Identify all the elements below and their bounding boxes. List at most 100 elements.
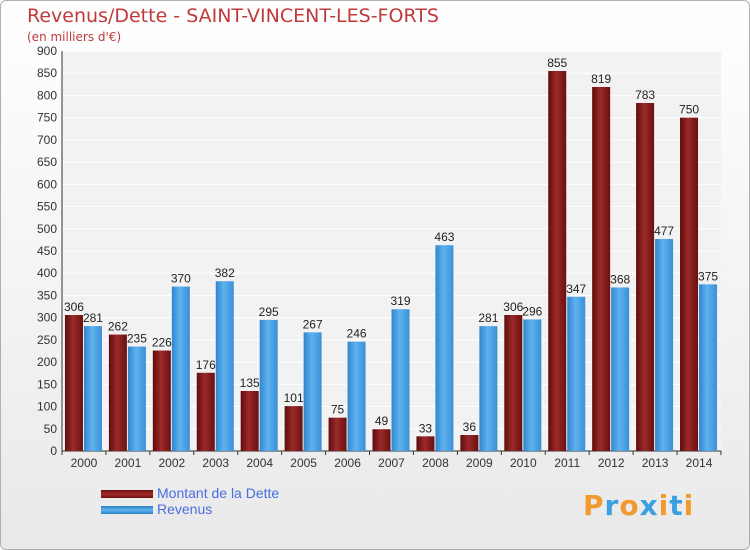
bar-dette xyxy=(152,350,171,451)
data-label-revenus: 370 xyxy=(171,272,191,286)
bar-dette xyxy=(548,71,567,451)
x-tick-label: 2001 xyxy=(115,456,142,470)
x-tick-label: 2007 xyxy=(378,456,405,470)
data-label-revenus: 235 xyxy=(127,332,147,346)
chart-title: Revenus/Dette - SAINT-VINCENT-LES-FORTS xyxy=(27,5,439,27)
logo-letter: P xyxy=(583,489,605,522)
chart-subtitle: (en milliers d'€) xyxy=(27,30,122,44)
y-tick-label: 750 xyxy=(37,111,57,125)
x-tick-label: 2004 xyxy=(246,456,273,470)
data-label-revenus: 281 xyxy=(83,311,103,325)
logo-letter: x xyxy=(639,489,659,522)
y-tick-label: 0 xyxy=(50,444,57,458)
y-tick-label: 150 xyxy=(37,377,57,391)
bar-dette xyxy=(416,436,435,451)
data-label-dette: 262 xyxy=(108,320,128,334)
y-tick-label: 450 xyxy=(37,244,57,258)
data-label-dette: 306 xyxy=(64,300,84,314)
data-label-dette: 33 xyxy=(419,421,433,435)
data-label-revenus: 463 xyxy=(434,230,454,244)
data-label-dette: 306 xyxy=(503,300,523,314)
data-label-revenus: 319 xyxy=(390,294,410,308)
bar-revenus xyxy=(259,319,278,451)
data-label-revenus: 295 xyxy=(259,305,279,319)
data-label-dette: 49 xyxy=(375,414,389,428)
bar-dette xyxy=(64,315,83,451)
bar-dette xyxy=(592,87,611,451)
data-label-revenus: 267 xyxy=(303,317,323,331)
x-tick-label: 2002 xyxy=(158,456,185,470)
bar-revenus xyxy=(347,341,366,451)
x-tick-label: 2014 xyxy=(686,456,713,470)
x-tick-label: 2011 xyxy=(554,456,580,470)
logo-letter: o xyxy=(619,489,640,522)
data-label-revenus: 296 xyxy=(522,304,542,318)
bar-revenus xyxy=(215,281,234,451)
y-tick-label: 650 xyxy=(37,155,57,169)
x-tick-label: 2008 xyxy=(422,456,449,470)
data-label-dette: 75 xyxy=(331,403,345,417)
bar-dette xyxy=(680,117,699,452)
bar-revenus xyxy=(171,286,190,451)
bar-revenus xyxy=(303,332,322,451)
bar-dette xyxy=(504,315,523,451)
bar-revenus xyxy=(611,287,630,451)
data-label-dette: 36 xyxy=(463,420,477,434)
y-tick-label: 800 xyxy=(37,88,57,102)
y-tick-label: 600 xyxy=(37,177,57,191)
logo-letter: i xyxy=(658,489,670,522)
y-tick-label: 200 xyxy=(37,355,57,369)
x-tick-label: 2006 xyxy=(334,456,361,470)
x-tick-label: 2012 xyxy=(598,456,625,470)
bar-revenus xyxy=(523,319,542,451)
x-tick-label: 2013 xyxy=(642,456,669,470)
bar-revenus xyxy=(127,346,146,451)
data-label-revenus: 246 xyxy=(347,327,367,341)
y-tick-label: 550 xyxy=(37,200,57,214)
legend-swatch-dette xyxy=(101,490,153,498)
y-tick-label: 900 xyxy=(37,44,57,58)
bar-revenus xyxy=(699,284,718,451)
y-tick-label: 400 xyxy=(37,266,57,280)
x-tick-label: 2010 xyxy=(510,456,537,470)
data-label-dette: 101 xyxy=(284,391,304,405)
bar-dette xyxy=(196,372,215,451)
data-label-dette: 855 xyxy=(547,56,567,70)
legend-swatch-revenus xyxy=(101,506,153,514)
y-tick-label: 50 xyxy=(44,422,58,436)
legend-label-revenus: Revenus xyxy=(157,501,213,517)
data-label-dette: 135 xyxy=(240,376,260,390)
data-label-dette: 750 xyxy=(679,103,699,117)
y-tick-label: 850 xyxy=(37,66,57,80)
bar-dette xyxy=(460,435,479,451)
data-label-dette: 819 xyxy=(591,72,611,86)
y-tick-label: 100 xyxy=(37,400,57,414)
bar-revenus xyxy=(479,326,498,451)
x-tick-label: 2003 xyxy=(202,456,229,470)
data-label-revenus: 347 xyxy=(566,282,586,296)
y-tick-label: 500 xyxy=(37,222,57,236)
data-label-revenus: 281 xyxy=(478,311,498,325)
bar-revenus xyxy=(655,239,674,451)
logo-letter: t xyxy=(669,489,684,522)
bar-revenus xyxy=(567,296,586,451)
data-label-revenus: 368 xyxy=(610,272,630,286)
bar-dette xyxy=(108,334,127,451)
x-tick-label: 2009 xyxy=(466,456,493,470)
data-label-dette: 783 xyxy=(635,88,655,102)
data-label-dette: 176 xyxy=(196,358,216,372)
y-tick-label: 350 xyxy=(37,288,57,302)
x-tick-label: 2000 xyxy=(71,456,98,470)
data-label-revenus: 382 xyxy=(215,266,235,280)
bar-dette xyxy=(240,391,259,451)
bar-revenus xyxy=(391,309,410,451)
logo-letter: r xyxy=(604,489,620,522)
bar-revenus xyxy=(83,326,102,451)
x-tick-label: 2005 xyxy=(290,456,317,470)
data-label-revenus: 375 xyxy=(698,269,718,283)
y-tick-label: 700 xyxy=(37,133,57,147)
y-tick-label: 250 xyxy=(37,333,57,347)
bar-revenus xyxy=(435,245,454,451)
